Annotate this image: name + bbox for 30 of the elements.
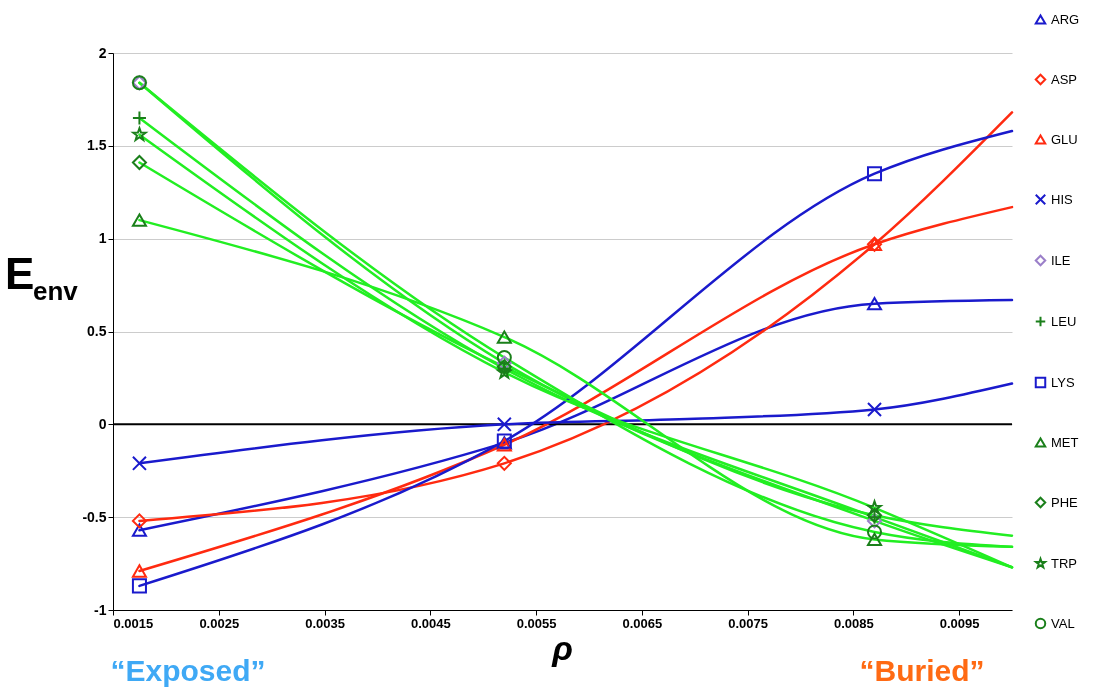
x-tick-label: 0.0025 xyxy=(199,615,240,631)
legend-label: ILE xyxy=(1051,252,1071,268)
legend-label: ASP xyxy=(1051,71,1078,87)
x-tick-label: 0.0075 xyxy=(728,615,768,631)
text: “Exposed” xyxy=(110,654,266,687)
legend-label: VAL xyxy=(1051,615,1075,631)
legend-label: LEU xyxy=(1051,313,1077,329)
legend-label: GLU xyxy=(1051,131,1078,147)
legend-label: ARG xyxy=(1051,11,1080,27)
y-tick-label: -0.5 xyxy=(82,508,107,525)
legend-label: MET xyxy=(1051,434,1079,450)
y-tick-label: 0 xyxy=(98,415,107,432)
x-tick-label: 0.0035 xyxy=(305,615,345,631)
x-tick-label: 0.0095 xyxy=(939,615,980,631)
y-tick-label: 0.5 xyxy=(87,323,107,339)
x-axis-title: ρ xyxy=(551,629,573,667)
y-tick-label: -1 xyxy=(94,601,107,618)
x-tick-label: 0.0085 xyxy=(833,615,874,631)
legend-label: LYS xyxy=(1051,374,1075,390)
x-tick-label: 0.0045 xyxy=(410,615,451,631)
x-tick-label: 0.0065 xyxy=(622,615,663,631)
text: “Buried” xyxy=(859,654,985,687)
y-tick-label: 1 xyxy=(98,230,107,247)
x-tick-label: 0.0055 xyxy=(516,615,557,631)
x-tick-label: 0.0015 xyxy=(113,615,154,631)
legend-label: TRP xyxy=(1051,555,1077,571)
y-tick-label: 2 xyxy=(98,44,107,61)
y-tick-label: 1.5 xyxy=(87,137,107,154)
legend-label: HIS xyxy=(1051,191,1073,207)
legend-label: PHE xyxy=(1051,494,1079,510)
